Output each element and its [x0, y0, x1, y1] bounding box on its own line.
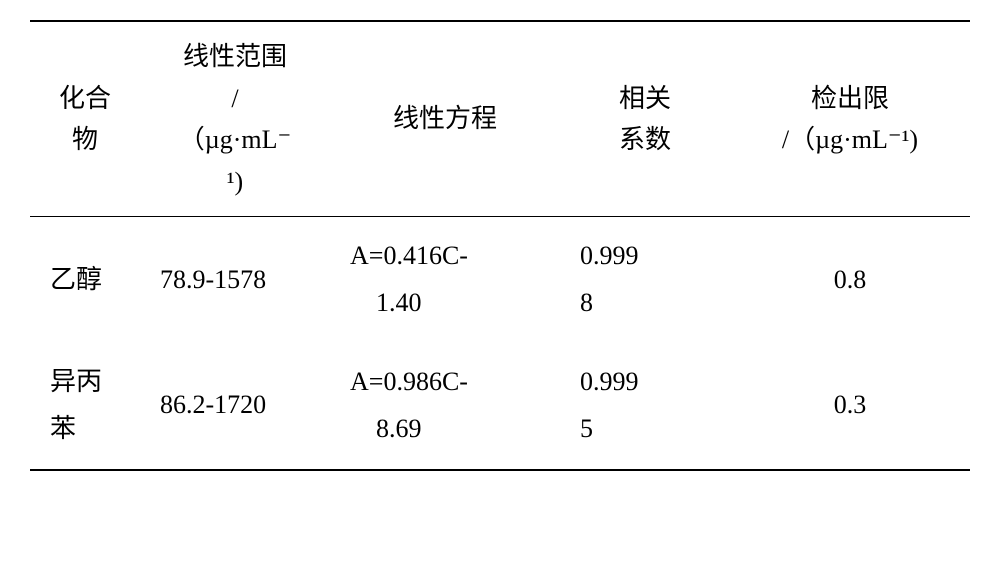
col-header-range: 线性范围 / （µg·mL⁻ ¹) — [140, 21, 330, 217]
cell-text: 0.999 — [580, 241, 639, 270]
header-text: /（µg·mL⁻¹) — [782, 125, 918, 154]
col-header-compound: 化合 物 — [30, 21, 140, 217]
header-text: 系数 — [619, 125, 671, 154]
cell-range: 78.9-1578 — [140, 217, 330, 343]
col-header-equation: 线性方程 — [330, 21, 560, 217]
cell-text: A=0.416C- — [350, 241, 468, 270]
header-text: ¹) — [227, 167, 243, 196]
cell-coeff: 0.999 8 — [560, 217, 730, 343]
cell-compound: 异丙 苯 — [30, 343, 140, 470]
cell-range: 86.2-1720 — [140, 343, 330, 470]
cell-lod: 0.8 — [730, 217, 970, 343]
cell-text: 8 — [580, 288, 593, 317]
cell-text: 78.9-1578 — [160, 265, 266, 294]
cell-compound: 乙醇 — [30, 217, 140, 343]
header-text: 相关 — [619, 84, 671, 113]
header-text: / — [231, 84, 238, 113]
header-text: 线性方程 — [393, 104, 497, 133]
data-table: 化合 物 线性范围 / （µg·mL⁻ ¹) 线性方程 相关 系数 检出限 /（… — [30, 20, 970, 471]
cell-text: 0.8 — [834, 265, 867, 294]
cell-lod: 0.3 — [730, 343, 970, 470]
cell-coeff: 0.999 5 — [560, 343, 730, 470]
header-text: （µg·mL⁻ — [179, 125, 291, 154]
header-text: 物 — [72, 125, 98, 154]
cell-text: A=0.986C- — [350, 367, 468, 396]
cell-text: 苯 — [50, 414, 76, 443]
cell-text: 0.3 — [834, 390, 867, 419]
col-header-lod: 检出限 /（µg·mL⁻¹) — [730, 21, 970, 217]
cell-text: 异丙 — [50, 367, 102, 396]
cell-text: 乙醇 — [50, 265, 102, 294]
table-row: 乙醇 78.9-1578 A=0.416C- 1.40 0.999 8 0.8 — [30, 217, 970, 343]
cell-text: 8.69 — [376, 414, 422, 443]
header-text: 线性范围 — [183, 42, 287, 71]
col-header-coeff: 相关 系数 — [560, 21, 730, 217]
cell-text: 0.999 — [580, 367, 639, 396]
table-header-row: 化合 物 线性范围 / （µg·mL⁻ ¹) 线性方程 相关 系数 检出限 /（… — [30, 21, 970, 217]
cell-text: 1.40 — [376, 288, 422, 317]
table-row: 异丙 苯 86.2-1720 A=0.986C- 8.69 0.999 5 0.… — [30, 343, 970, 470]
cell-equation: A=0.416C- 1.40 — [330, 217, 560, 343]
cell-equation: A=0.986C- 8.69 — [330, 343, 560, 470]
header-text: 化合 — [59, 84, 111, 113]
cell-text: 86.2-1720 — [160, 390, 266, 419]
header-text: 检出限 — [811, 84, 889, 113]
cell-text: 5 — [580, 414, 593, 443]
